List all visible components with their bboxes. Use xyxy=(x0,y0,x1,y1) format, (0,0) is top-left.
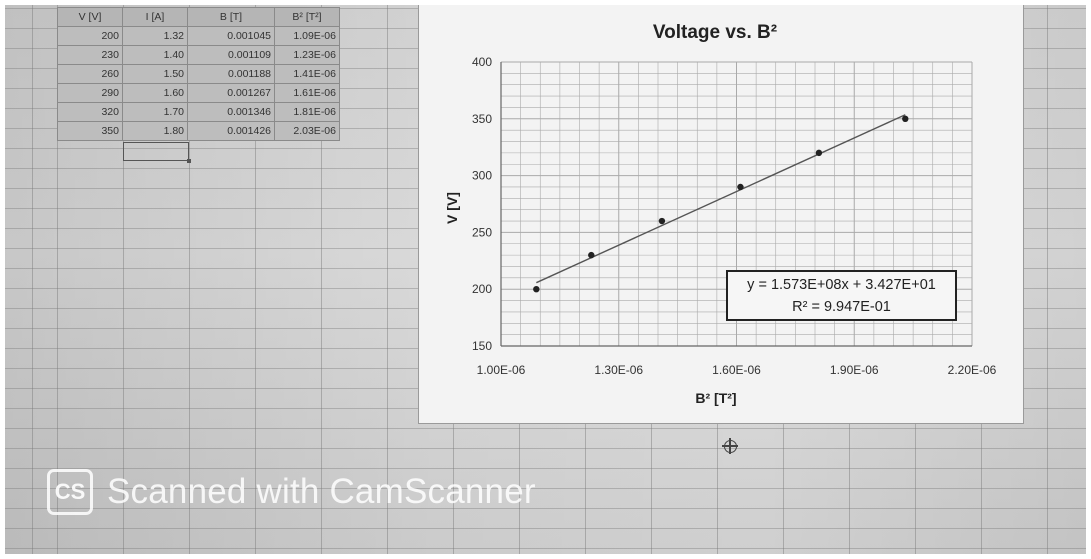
column-header-voltage[interactable]: V [V] xyxy=(57,7,123,27)
trendline-r-squared: R² = 9.947E-01 xyxy=(792,299,891,315)
table-row: 320 1.70 0.001346 1.81E-06 xyxy=(57,102,340,122)
cell-field[interactable]: 0.001188 xyxy=(187,64,275,84)
spreadsheet-photo: V [V] I [A] B [T] B² [T²] 200 1.32 0.00104… xyxy=(5,5,1086,554)
table-row: 290 1.60 0.001267 1.61E-06 xyxy=(57,83,340,103)
chart-axes: 150 200 250 300 350 400 1.00E-06 1.30E-06 1.60E-… xyxy=(472,55,997,377)
cell-voltage[interactable]: 260 xyxy=(57,64,123,84)
camscanner-watermark: CS Scanned with CamScanner xyxy=(47,467,536,517)
selected-cell[interactable] xyxy=(123,142,191,163)
column-header-current[interactable]: I [A] xyxy=(122,7,188,27)
x-tick-label: 1.30E-06 xyxy=(594,363,643,377)
cell-field-squared[interactable]: 1.61E-06 xyxy=(274,83,340,103)
y-axis-title: V [V] xyxy=(444,192,460,224)
cell-field-squared[interactable]: 1.81E-06 xyxy=(274,102,340,122)
y-tick-label: 150 xyxy=(472,339,492,353)
data-point xyxy=(533,286,540,293)
column-header-field-squared[interactable]: B² [T²] xyxy=(274,7,340,27)
y-tick-label: 200 xyxy=(472,282,492,296)
x-tick-label: 1.60E-06 xyxy=(712,363,761,377)
trendline xyxy=(536,114,906,284)
data-point xyxy=(658,217,666,225)
chart-title: Voltage vs. B² xyxy=(653,22,777,43)
cell-voltage[interactable]: 320 xyxy=(57,102,123,122)
table-header-row: V [V] I [A] B [T] B² [T²] xyxy=(57,7,340,27)
cell-field[interactable]: 0.001346 xyxy=(187,102,275,122)
data-point xyxy=(815,149,823,157)
x-tick-label: 1.90E-06 xyxy=(830,363,879,377)
x-axis-title: B² [T²] xyxy=(695,390,736,406)
table-row: 350 1.80 0.001426 2.03E-06 xyxy=(57,121,340,141)
x-tick-label: 1.00E-06 xyxy=(477,363,526,377)
data-points xyxy=(533,115,909,293)
cell-field-squared[interactable]: 1.41E-06 xyxy=(274,64,340,84)
watermark-text: Scanned with CamScanner xyxy=(107,472,536,511)
table-row: 230 1.40 0.001109 1.23E-06 xyxy=(57,45,340,65)
cell-current[interactable]: 1.80 xyxy=(122,121,188,141)
data-point xyxy=(737,183,744,191)
table-row: 260 1.50 0.001188 1.41E-06 xyxy=(57,64,340,84)
data-table: V [V] I [A] B [T] B² [T²] 200 1.32 0.00104… xyxy=(57,7,340,141)
cell-field[interactable]: 0.001426 xyxy=(187,121,275,141)
trendline-equation-box: y = 1.573E+08x + 3.427E+01 R² = 9.947E-0… xyxy=(726,270,957,321)
y-tick-label: 400 xyxy=(472,55,492,69)
cell-current[interactable]: 1.50 xyxy=(122,64,188,84)
data-point xyxy=(588,251,595,259)
cell-field[interactable]: 0.001109 xyxy=(187,45,275,65)
table-row: 200 1.32 0.001045 1.09E-06 xyxy=(57,26,340,46)
camscanner-logo-icon: CS xyxy=(47,469,93,515)
cell-current[interactable]: 1.60 xyxy=(122,83,188,103)
y-tick-label: 250 xyxy=(472,225,492,239)
cell-field-squared[interactable]: 1.09E-06 xyxy=(274,26,340,46)
x-tick-label: 2.20E-06 xyxy=(948,363,997,377)
cell-field-squared[interactable]: 2.03E-06 xyxy=(274,121,340,141)
trendline-group xyxy=(536,114,906,284)
trendline-equation: y = 1.573E+08x + 3.427E+01 xyxy=(747,277,936,293)
cell-current[interactable]: 1.32 xyxy=(122,26,188,46)
move-cursor-icon xyxy=(722,438,738,454)
cell-voltage[interactable]: 230 xyxy=(57,45,123,65)
column-header-field[interactable]: B [T] xyxy=(187,7,275,27)
data-point xyxy=(902,115,909,123)
cell-voltage[interactable]: 200 xyxy=(57,26,123,46)
scatter-chart: Voltage vs. B² 150 200 250 300 350 400 1.00E-0… xyxy=(444,22,997,406)
cell-field-squared[interactable]: 1.23E-06 xyxy=(274,45,340,65)
cell-field[interactable]: 0.001045 xyxy=(187,26,275,46)
y-tick-label: 350 xyxy=(472,112,492,126)
cell-field[interactable]: 0.001267 xyxy=(187,83,275,103)
y-tick-label: 300 xyxy=(472,169,492,183)
cell-current[interactable]: 1.70 xyxy=(122,102,188,122)
cell-voltage[interactable]: 290 xyxy=(57,83,123,103)
chart-area[interactable]: Voltage vs. B² 150 200 250 300 350 400 1.00E-0… xyxy=(418,5,1024,424)
cell-current[interactable]: 1.40 xyxy=(122,45,188,65)
cell-voltage[interactable]: 350 xyxy=(57,121,123,141)
